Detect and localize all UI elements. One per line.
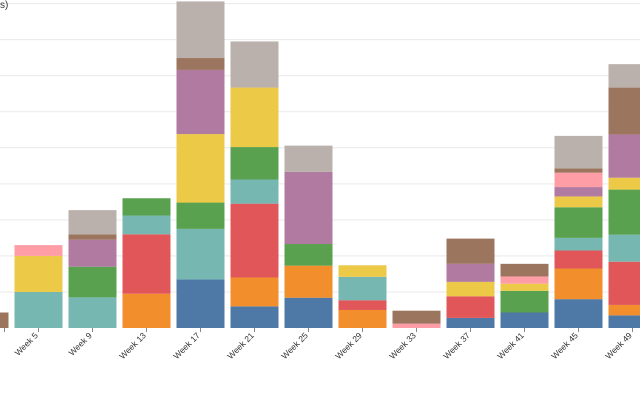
bar-segment (608, 304, 640, 316)
x-tick-label: Week 33 (387, 330, 418, 361)
bar-segment (14, 291, 63, 328)
bar-segment (500, 283, 549, 291)
bar-segment (446, 296, 495, 318)
bar-segment (446, 317, 495, 328)
bar-segment (608, 261, 640, 305)
x-tick-label: Week 21 (225, 330, 256, 361)
bar-segment (338, 265, 387, 277)
bar-segment (122, 293, 171, 328)
x-tick-label: Week 25 (279, 330, 310, 361)
bar-segment (230, 179, 279, 204)
bar-segment (554, 168, 603, 173)
bar-segment (500, 276, 549, 284)
bar-segment (608, 87, 640, 135)
bar-segment (608, 64, 640, 88)
x-tick-label: Week 45 (549, 330, 580, 361)
bar-segment (176, 1, 225, 59)
x-tick-label: Week 37 (441, 330, 472, 361)
x-tick-label: Week 49 (603, 330, 634, 361)
bar-segment (176, 69, 225, 135)
bar-segment (230, 41, 279, 88)
x-axis: Week 5 Week 9 Week 13 Week 17 Week 21 Week 25… (4, 328, 634, 361)
bar-segment (122, 198, 171, 216)
bar-segment (0, 312, 9, 328)
x-tick-label: Week 5 (13, 330, 41, 358)
bar-segment (176, 58, 225, 70)
bar-segment (338, 276, 387, 301)
bar-segment (554, 268, 603, 300)
bar-segment (446, 263, 495, 282)
bar-segment (554, 172, 603, 188)
bar-segment (554, 299, 603, 328)
bar-segment (608, 177, 640, 190)
bar-segment (230, 277, 279, 307)
x-tick-label: Week 17 (171, 330, 202, 361)
x-tick-label: Week 29 (333, 330, 364, 361)
bar-segment (554, 187, 603, 197)
bar-segment (554, 237, 603, 251)
bar-segment (608, 315, 640, 328)
bar-segment (176, 134, 225, 203)
bar-segment (230, 203, 279, 278)
bar-segment (338, 309, 387, 328)
bar-segment (554, 250, 603, 269)
bar-segment (500, 263, 549, 277)
bar-segment (14, 245, 63, 256)
bar-segment (284, 171, 333, 245)
x-tick-label: Week 41 (495, 330, 526, 361)
bar-segment (68, 210, 117, 235)
bar-segment (554, 207, 603, 238)
bar-segment (608, 234, 640, 262)
bar-segment (14, 255, 63, 292)
bar-segment (554, 196, 603, 208)
x-tick-label: Week 9 (67, 330, 95, 358)
bar-segment (338, 300, 387, 310)
bar-segment (176, 279, 225, 328)
bar-segment (68, 239, 117, 267)
bar-segment (284, 145, 333, 172)
bar-segment (122, 234, 171, 294)
bar-segment (446, 281, 495, 297)
bar-segment (608, 134, 640, 178)
bar-segment (68, 297, 117, 328)
bar-segment (608, 189, 640, 235)
bar-segment (554, 135, 603, 169)
bar-segment (230, 306, 279, 328)
bar-segment (230, 147, 279, 180)
y-axis-label: s) (0, 0, 9, 11)
bar-segment (446, 238, 495, 264)
bar-segment (284, 297, 333, 328)
bar-segment (176, 228, 225, 280)
bar-segment (68, 266, 117, 298)
bar-segment (500, 290, 549, 313)
bar-segment (176, 202, 225, 229)
bar-segment (68, 234, 117, 240)
bars (0, 1, 640, 328)
bar-segment (230, 87, 279, 148)
x-tick-label: Week 13 (117, 330, 148, 361)
bar-segment (500, 312, 549, 328)
bar-segment (284, 244, 333, 266)
bar-segment (392, 323, 441, 328)
bar-segment (122, 215, 171, 235)
bar-segment (284, 265, 333, 298)
bar-segment (392, 310, 441, 324)
